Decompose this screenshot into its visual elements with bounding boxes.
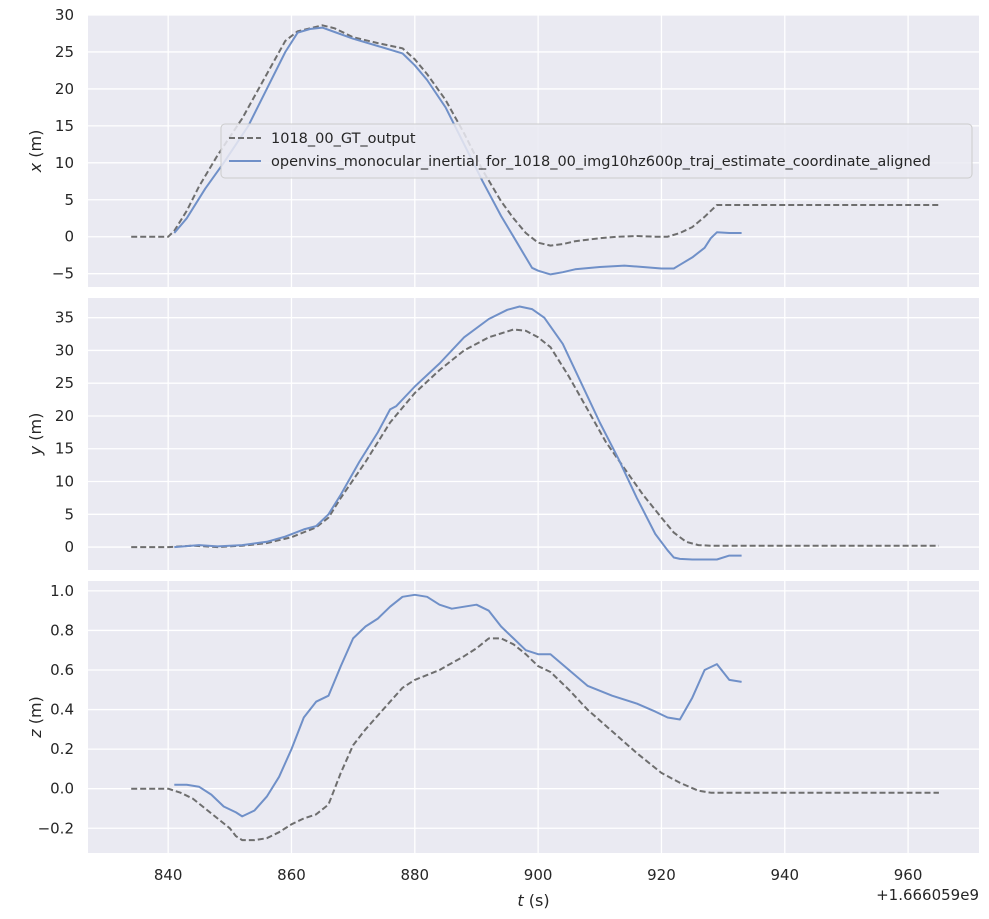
estimate-series-line-y (174, 305, 742, 561)
y-tick-label: 10 (55, 154, 74, 172)
y-tick-label: 0.4 (50, 701, 74, 719)
y-tick-label: 5 (64, 191, 74, 209)
y-axis-label: x (m) (26, 130, 45, 174)
y-tick-label: 0.0 (50, 780, 74, 798)
y-tick-label: 0.2 (50, 740, 74, 758)
y-tick-label: 30 (55, 341, 74, 359)
y-tick-label: 25 (55, 374, 74, 392)
gt-series-line-x (131, 24, 939, 247)
y-axis-unit: (m) (26, 696, 45, 729)
legend-label-estimate: openvins_monocular_inertial_for_1018_00_… (271, 154, 931, 170)
y-tick-label: 0.6 (50, 661, 74, 679)
y-axis-var: x (26, 162, 45, 173)
plot-background (88, 581, 979, 853)
legend-label-gt: 1018_00_GT_output (271, 131, 416, 147)
y-axis-label: z (m) (26, 696, 45, 739)
x-offset-text: +1.666059e9 (876, 886, 979, 904)
y-tick-label: 30 (55, 6, 74, 24)
y-tick-label: 15 (55, 117, 74, 135)
estimate-series-line-x (173, 26, 742, 276)
legend-box (220, 123, 973, 179)
x-tick-label: 940 (770, 866, 799, 884)
y-axis-var: y (26, 445, 45, 456)
y-axis-label: y (m) (26, 413, 45, 457)
x-tick-label: 840 (154, 866, 183, 884)
y-tick-label: 5 (64, 505, 74, 523)
y-axis-unit: (m) (26, 130, 45, 163)
x-tick-label: 920 (647, 866, 676, 884)
plot-background (88, 298, 979, 570)
gt-series-line-y (131, 328, 939, 549)
x-tick-label: 880 (400, 866, 429, 884)
legend: 1018_00_GT_output openvins_monocular_iner… (220, 123, 973, 179)
y-tick-label: 20 (55, 80, 74, 98)
estimate-series-line-z (174, 593, 742, 818)
y-tick-label: 15 (55, 440, 74, 458)
x-axis-label: t (s) (517, 891, 549, 910)
panel-z: −0.2 0.0 0.2 0.4 0.6 0.8 1.0 z (m) (26, 581, 979, 853)
y-tick-label: 10 (55, 473, 74, 491)
y-tick-label: 1.0 (50, 582, 74, 600)
x-axis-var: t (517, 891, 524, 910)
gt-series-line-z (131, 637, 939, 842)
x-tick-label: 960 (894, 866, 923, 884)
x-axis-unit: (s) (524, 891, 550, 910)
x-axis: 840 860 880 900 920 940 960 t (s) +1.666059e9 (154, 866, 979, 910)
y-tick-label: −5 (52, 265, 74, 283)
y-tick-label: −0.2 (38, 819, 74, 837)
y-axis-var: z (26, 729, 45, 739)
y-axis-unit: (m) (26, 413, 45, 446)
y-tick-label: 25 (55, 43, 74, 61)
x-tick-label: 860 (277, 866, 306, 884)
y-tick-label: 35 (55, 309, 74, 327)
y-tick-label: 0.8 (50, 621, 74, 639)
y-tick-label: 0 (64, 538, 74, 556)
y-tick-label: 0 (64, 228, 74, 246)
y-tick-label: 20 (55, 407, 74, 425)
panel-y: 0 5 10 15 20 25 30 35 y (m) (26, 298, 979, 570)
x-tick-label: 900 (524, 866, 553, 884)
